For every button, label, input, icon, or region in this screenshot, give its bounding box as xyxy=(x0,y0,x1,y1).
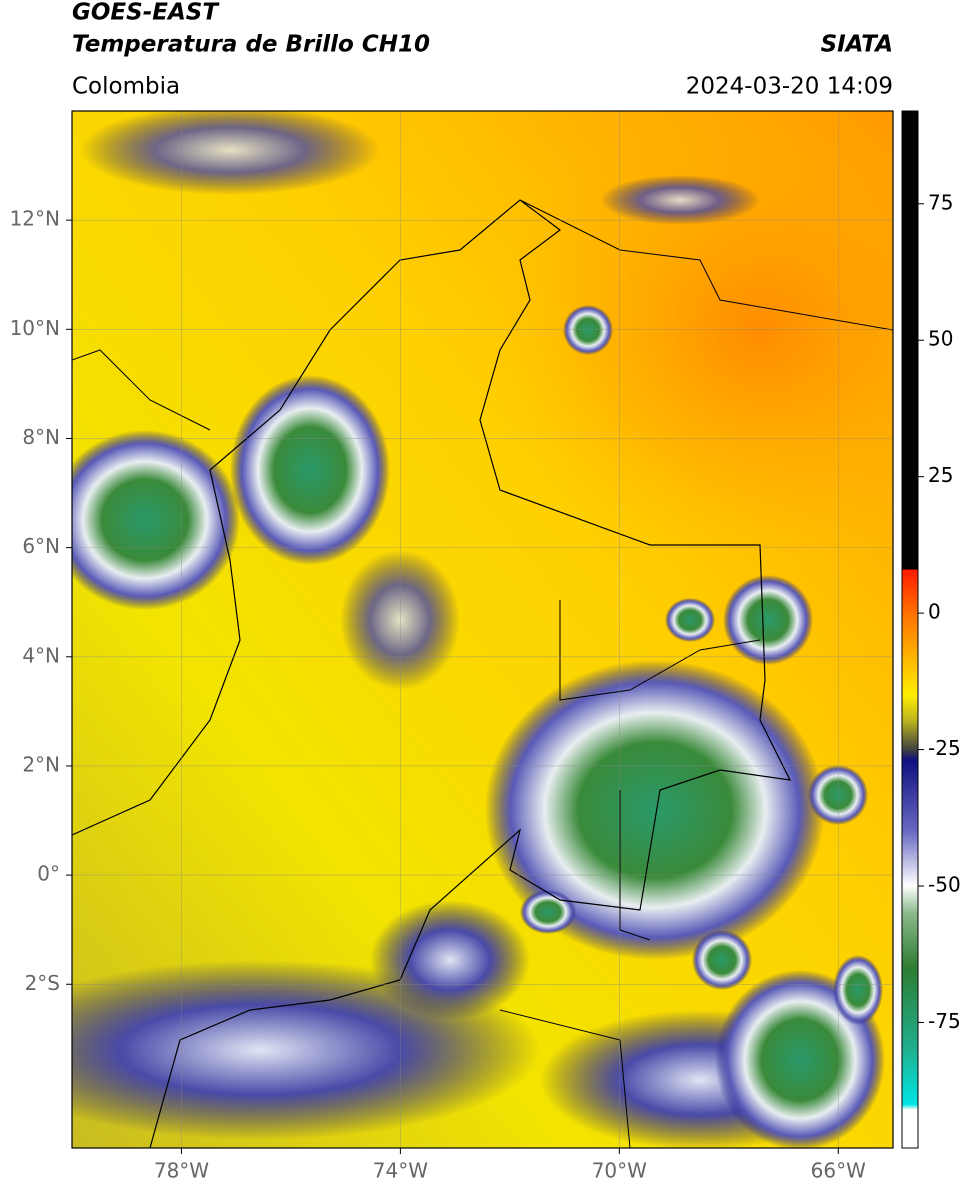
colorbar-tick-label: 25 xyxy=(928,463,953,487)
subtitle: Temperatura de Brillo CH10 xyxy=(72,32,430,58)
x-tick-label: 74°W xyxy=(373,1159,428,1183)
y-tick-label: 8°N xyxy=(22,425,60,449)
title: GOES-EAST xyxy=(72,0,220,26)
source: SIATA xyxy=(821,32,893,58)
y-tick-label: 4°N xyxy=(22,643,60,667)
datetime: 2024-03-20 14:09 xyxy=(686,74,893,100)
y-tick-label: 0° xyxy=(37,862,60,886)
map-frame xyxy=(71,110,894,1149)
x-tick-label: 70°W xyxy=(592,1159,647,1183)
colorbar-tick-label: 0 xyxy=(928,600,941,624)
x-tick-label: 78°W xyxy=(154,1159,209,1183)
colorbar xyxy=(901,110,919,1149)
colorbar-tick-label: 75 xyxy=(928,190,953,214)
y-tick-label: 12°N xyxy=(10,207,60,231)
colorbar-tick-label: -50 xyxy=(928,873,961,897)
y-tick-label: 6°N xyxy=(22,534,60,558)
colorbar-tick-label: -75 xyxy=(928,1009,961,1033)
y-tick-label: 2°S xyxy=(25,971,60,995)
grid xyxy=(72,111,893,1148)
x-tick-label: 66°W xyxy=(811,1159,866,1183)
y-tick-label: 2°N xyxy=(22,752,60,776)
satellite-image xyxy=(72,111,893,1148)
colorbar-tick-label: 50 xyxy=(928,327,953,351)
y-tick-label: 10°N xyxy=(10,316,60,340)
region: Colombia xyxy=(72,74,180,100)
colorbar-tick-label: -25 xyxy=(928,736,961,760)
